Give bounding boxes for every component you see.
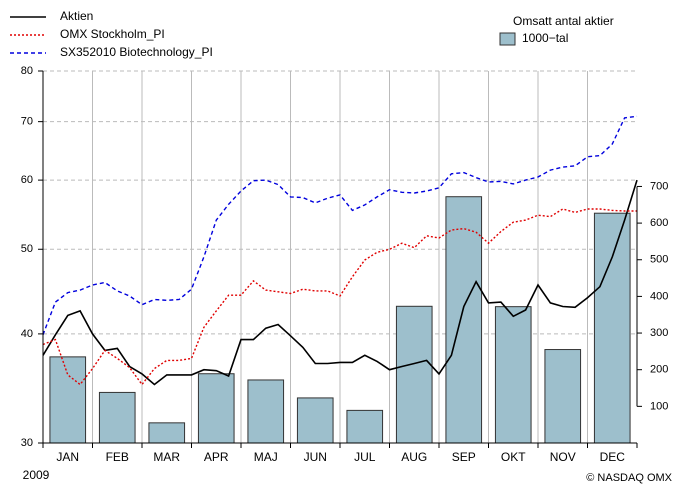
bar	[98, 391, 136, 444]
bar	[148, 422, 186, 444]
x-tick-label: JUN	[304, 450, 327, 464]
y-tick-label: 30	[21, 437, 33, 449]
legend-title: Omsatt antal aktier	[513, 14, 614, 28]
legend-label: 1000−tal	[522, 31, 568, 45]
x-tick-label: SEP	[452, 450, 476, 464]
x-tick-label: NOV	[550, 450, 576, 464]
bar	[296, 397, 334, 444]
x-tick-label: MAR	[153, 450, 180, 464]
bar	[494, 306, 532, 444]
line	[42, 179, 638, 386]
y2-tick-label: 400	[650, 290, 668, 302]
legend-label: Aktien	[60, 9, 93, 23]
x-tick-label: AUG	[401, 450, 427, 464]
y-tick-label: 50	[21, 243, 33, 255]
y2-tick-label: 200	[650, 364, 668, 376]
bar	[197, 373, 235, 444]
y2-tick-label: 500	[650, 254, 668, 266]
y-tick-label: 80	[21, 65, 33, 77]
x-tick-label: JAN	[56, 450, 79, 464]
y2-tick-label: 100	[650, 400, 668, 412]
bar	[395, 305, 433, 444]
x-tick-label: DEC	[600, 450, 626, 464]
x-tick-label: JUL	[354, 450, 376, 464]
y-tick-label: 70	[21, 116, 33, 128]
year-label: 2009	[23, 468, 50, 482]
x-tick-label: OKT	[501, 450, 526, 464]
bar	[346, 409, 384, 444]
y2-tick-label: 300	[650, 327, 668, 339]
x-tick-label: APR	[204, 450, 229, 464]
y-tick-label: 40	[21, 328, 33, 340]
bar	[593, 212, 631, 444]
legend-label: OMX Stockholm_PI	[60, 27, 165, 41]
x-tick-label: FEB	[106, 450, 129, 464]
y-tick-label: 60	[21, 174, 33, 186]
legend-swatch	[499, 32, 516, 46]
bar	[445, 196, 483, 444]
bar	[49, 356, 87, 444]
x-tick-label: MAJ	[254, 450, 278, 464]
legend-label: SX352010 Biotechnology_PI	[60, 45, 213, 59]
line	[42, 208, 637, 386]
bar	[247, 379, 285, 444]
line	[42, 115, 638, 336]
bar	[544, 349, 582, 444]
y2-tick-label: 600	[650, 217, 668, 229]
source: © NASDAQ OMX	[586, 472, 672, 484]
y2-tick-label: 700	[650, 180, 668, 192]
